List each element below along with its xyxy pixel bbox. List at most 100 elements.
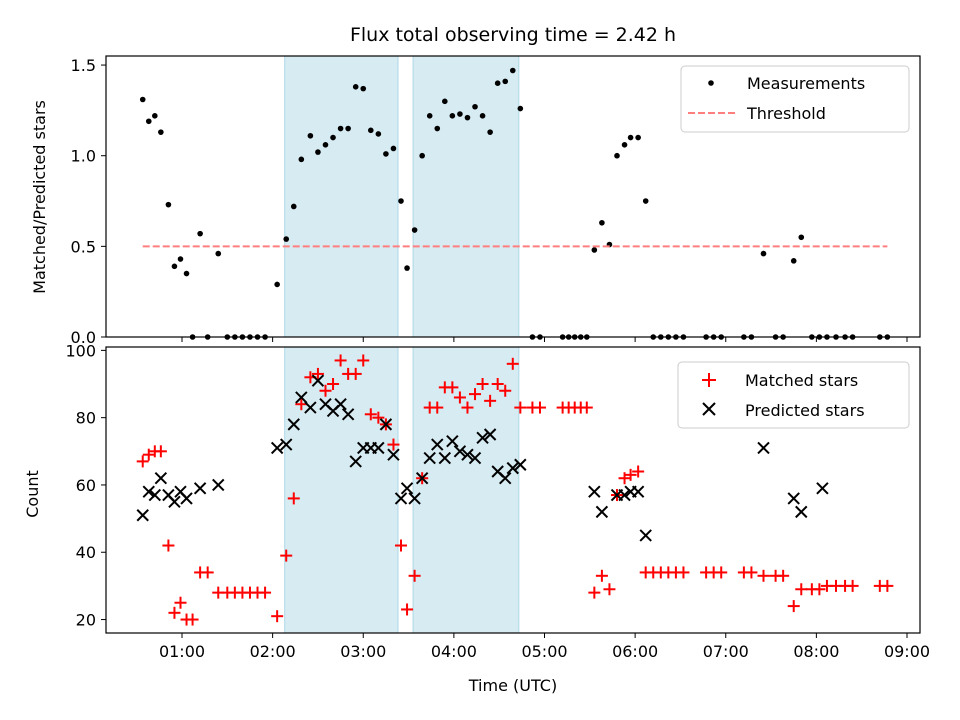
predicted-stars-point bbox=[311, 374, 325, 387]
measurements-point bbox=[487, 129, 493, 135]
measurements-point bbox=[165, 201, 172, 208]
measurements-point bbox=[434, 125, 441, 132]
measurements-point bbox=[322, 142, 329, 148]
predicted-stars-point bbox=[453, 445, 467, 458]
legend-measurements-marker bbox=[708, 80, 714, 86]
measurements-point bbox=[197, 230, 203, 237]
ratio-panel-y-axis-label: Matched/Predicted stars bbox=[30, 100, 49, 294]
matched-stars-point bbox=[142, 448, 155, 461]
y-tick-label: 1.0 bbox=[71, 147, 96, 166]
measurements-point bbox=[411, 227, 418, 233]
x-tick-label: 07:00 bbox=[703, 642, 749, 661]
measurements-point bbox=[621, 142, 628, 148]
x-tick-label: 09:00 bbox=[884, 642, 930, 661]
predicted-stars-point bbox=[461, 448, 474, 461]
measurements-point bbox=[449, 113, 456, 119]
matched-stars-point bbox=[491, 378, 504, 391]
matched-stars-point bbox=[506, 357, 519, 370]
measurements-point bbox=[283, 236, 290, 242]
counts-panel-data bbox=[136, 354, 894, 626]
matched-stars-point bbox=[186, 613, 199, 626]
matched-stars-point bbox=[595, 569, 608, 582]
matched-stars-point bbox=[618, 472, 631, 485]
counts-panel-legend: Matched stars Predicted stars bbox=[677, 361, 910, 429]
measurements-point bbox=[183, 270, 190, 277]
predicted-stars-point bbox=[431, 438, 444, 451]
measurements-point bbox=[139, 96, 146, 103]
x-tick-label: 03:00 bbox=[340, 642, 386, 661]
x-tick-label: 08:00 bbox=[793, 642, 839, 661]
measurements-point bbox=[457, 111, 463, 117]
predicted-stars-point bbox=[795, 505, 808, 519]
matched-stars-point bbox=[533, 401, 546, 414]
measurements-point bbox=[479, 113, 486, 119]
measurements-point bbox=[360, 85, 367, 92]
y-tick-label: 1.5 bbox=[71, 56, 96, 75]
measurements-point bbox=[509, 67, 516, 74]
counts-panel-legend-box bbox=[677, 361, 910, 429]
matched-stars-point bbox=[349, 367, 362, 380]
measurements-point bbox=[390, 145, 397, 152]
matched-stars-point bbox=[174, 596, 187, 609]
matched-stars-point bbox=[484, 394, 497, 407]
matched-stars-point bbox=[387, 438, 400, 451]
measurements-point bbox=[330, 134, 336, 141]
predicted-stars-point bbox=[193, 482, 207, 495]
legend-matched-label: Matched stars bbox=[745, 371, 858, 390]
x-axis-label: Time (UTC) bbox=[468, 676, 557, 695]
measurements-point bbox=[290, 203, 297, 210]
measurements-point bbox=[158, 129, 164, 135]
predicted-stars-point bbox=[154, 472, 168, 485]
matched-stars-point bbox=[715, 566, 728, 579]
predicted-stars-point bbox=[341, 408, 355, 421]
measurements-point bbox=[494, 80, 501, 86]
matched-stars-point bbox=[469, 388, 482, 401]
predicted-stars-point bbox=[588, 485, 601, 498]
matched-stars-point bbox=[499, 384, 512, 397]
measurements-point bbox=[404, 265, 410, 271]
predicted-stars-point bbox=[334, 397, 347, 411]
matched-stars-point bbox=[287, 492, 300, 505]
matched-stars-point bbox=[334, 354, 347, 367]
predicted-stars-point bbox=[506, 461, 519, 475]
legend-predicted-marker bbox=[702, 402, 716, 416]
counts-panel-x-ticks: 01:00 02:00 03:00 04:00 05:00 06:00 07:00 08:00… bbox=[159, 633, 930, 661]
ratio-panel: 0.0 0.5 1.0 1.5 Matched/Predicted stars Mea… bbox=[30, 55, 921, 347]
matched-stars-point bbox=[603, 583, 616, 596]
ratio-panel-legend: Measurements Threshold bbox=[680, 65, 910, 133]
matched-stars-point bbox=[446, 381, 459, 394]
x-tick-label: 05:00 bbox=[521, 642, 567, 661]
matched-stars-point bbox=[319, 384, 332, 397]
predicted-stars-point bbox=[483, 428, 497, 441]
predicted-stars-point bbox=[499, 472, 512, 485]
matched-stars-point bbox=[271, 610, 284, 623]
predicted-stars-point bbox=[446, 435, 459, 448]
predicted-stars-point bbox=[423, 451, 436, 465]
matched-stars-point bbox=[201, 566, 214, 579]
predicted-stars-point bbox=[438, 451, 452, 465]
y-tick-label: 80 bbox=[76, 409, 96, 428]
matched-stars-point bbox=[259, 586, 272, 599]
matched-stars-point bbox=[588, 586, 601, 599]
ratio-panel-y-ticks: 0.0 0.5 1.0 1.5 bbox=[71, 56, 106, 347]
predicted-stars-point bbox=[168, 495, 181, 508]
ratio-panel-x-ticks bbox=[181, 337, 908, 342]
matched-stars-point bbox=[295, 398, 308, 411]
predicted-stars-point bbox=[618, 488, 631, 502]
matched-stars-point bbox=[311, 367, 324, 380]
matched-stars-point bbox=[431, 401, 444, 414]
measurements-point bbox=[599, 219, 605, 226]
counts-panel: 20 40 60 80 100 01:00 02:00 03:00 04:00 05:00 06:… bbox=[23, 341, 930, 695]
ratio-panel-frame bbox=[105, 55, 921, 338]
predicted-stars-point bbox=[757, 441, 770, 455]
measurements-point bbox=[442, 98, 448, 105]
measurements-point bbox=[614, 152, 620, 159]
measurements-point bbox=[383, 151, 389, 157]
shaded-interval-2 bbox=[412, 55, 520, 338]
predicted-stars-point bbox=[394, 492, 408, 505]
matched-stars-point bbox=[395, 539, 408, 552]
x-tick-label: 02:00 bbox=[250, 642, 296, 661]
measurements-point bbox=[591, 247, 598, 253]
matched-stars-point bbox=[461, 401, 474, 414]
